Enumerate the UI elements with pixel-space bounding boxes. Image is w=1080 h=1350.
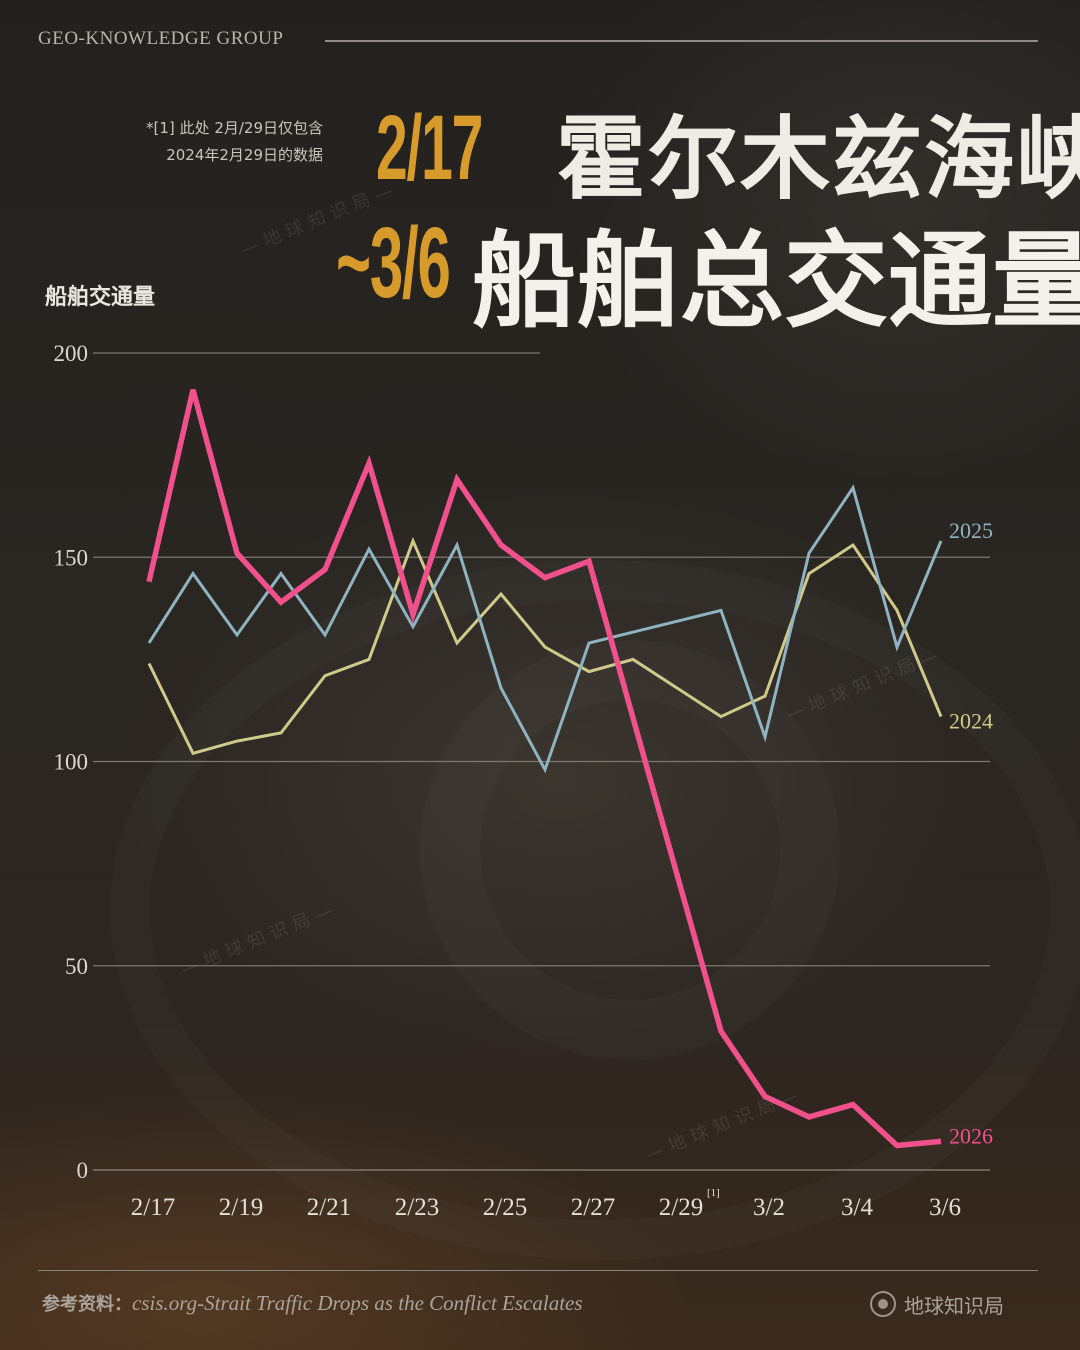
brand-divider bbox=[325, 40, 1038, 42]
x-tick-label: 2/25 bbox=[483, 1194, 527, 1221]
footnote-line-1: *[1] 此处 2月/29日仅包含 bbox=[146, 119, 323, 137]
series-label-2026: 2026 bbox=[949, 1123, 993, 1148]
x-tick-label: 3/4 bbox=[841, 1194, 873, 1221]
series-label-2025: 2025 bbox=[949, 518, 993, 543]
footer-divider bbox=[38, 1270, 1038, 1271]
x-tick-footnote: [1] bbox=[707, 1187, 720, 1199]
source-label: 参考资料： bbox=[42, 1294, 132, 1315]
y-tick-label: 200 bbox=[54, 341, 89, 366]
series-label-2024: 2024 bbox=[949, 709, 993, 734]
publisher-logo: 地球知识局 bbox=[870, 1289, 1004, 1319]
y-axis-label: 船舶交通量 bbox=[45, 285, 156, 310]
y-tick-label: 0 bbox=[77, 1158, 89, 1183]
globe-logo-icon bbox=[870, 1291, 896, 1317]
footnote: *[1] 此处 2月/29日仅包含 2024年2月29日的数据 bbox=[146, 115, 323, 169]
y-tick-label: 100 bbox=[54, 750, 89, 775]
x-tick-label: 3/6 bbox=[929, 1194, 961, 1221]
date-end: ~3/6 bbox=[336, 207, 451, 319]
x-tick-label: 2/19 bbox=[219, 1194, 263, 1221]
series-line-2024 bbox=[147, 536, 943, 756]
footnote-line-2: 2024年2月29日的数据 bbox=[166, 146, 323, 164]
brand-name: GEO-KNOWLEDGE GROUP bbox=[38, 28, 284, 49]
x-tick-label: 2/21 bbox=[307, 1194, 351, 1221]
date-start: 2/17 bbox=[376, 97, 483, 199]
x-tick-label: 3/2 bbox=[753, 1194, 785, 1221]
publisher-name: 地球知识局 bbox=[904, 1293, 1004, 1318]
source-citation: 参考资料：csis.org-Strait Traffic Drops as th… bbox=[42, 1290, 583, 1316]
x-tick-label: 2/23 bbox=[395, 1194, 439, 1221]
x-tick-label: 2/29 bbox=[659, 1194, 703, 1221]
y-tick-label: 50 bbox=[65, 954, 88, 979]
page-title-line-1: 霍尔木兹海峡 bbox=[556, 106, 1080, 212]
x-tick-label: 2/27 bbox=[571, 1194, 615, 1221]
page-title-line-2: 船舶总交通量 bbox=[472, 220, 1080, 342]
y-tick-label: 150 bbox=[54, 545, 89, 570]
date-range: 2/17 ~3/6 bbox=[336, 96, 516, 331]
source-text: csis.org-Strait Traffic Drops as the Con… bbox=[132, 1291, 583, 1315]
series-line-2025 bbox=[147, 484, 943, 774]
x-tick-label: 2/17 bbox=[131, 1194, 175, 1221]
